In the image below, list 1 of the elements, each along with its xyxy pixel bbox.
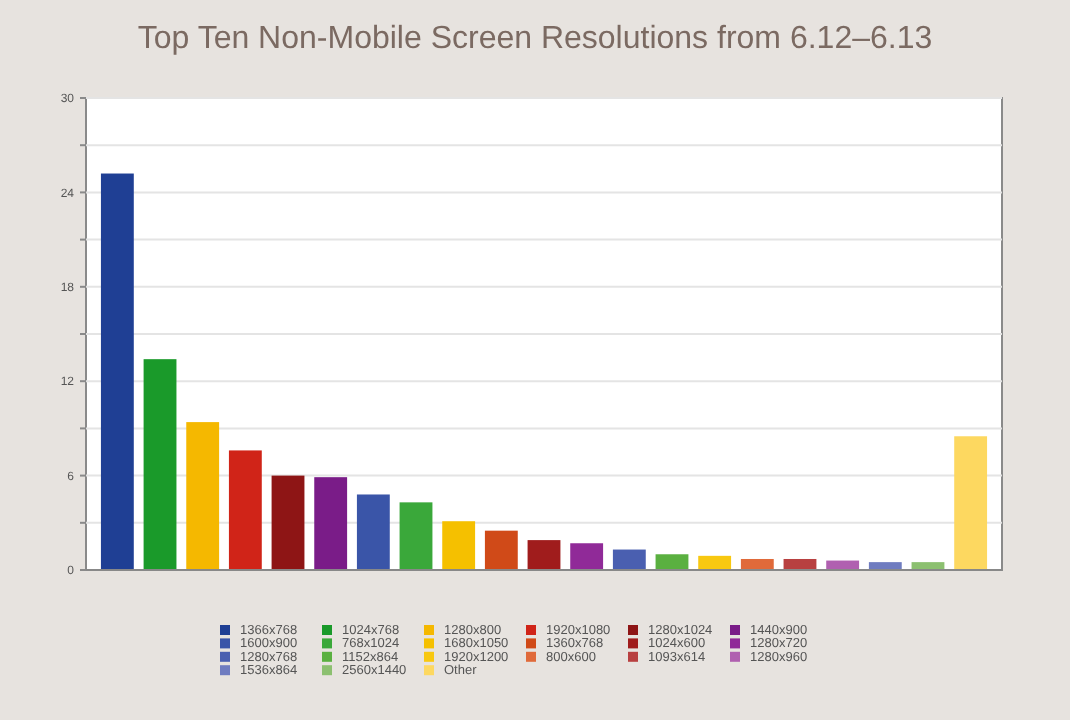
chart-title: Top Ten Non-Mobile Screen Resolutions from 6.12–6.13 (137, 22, 933, 56)
